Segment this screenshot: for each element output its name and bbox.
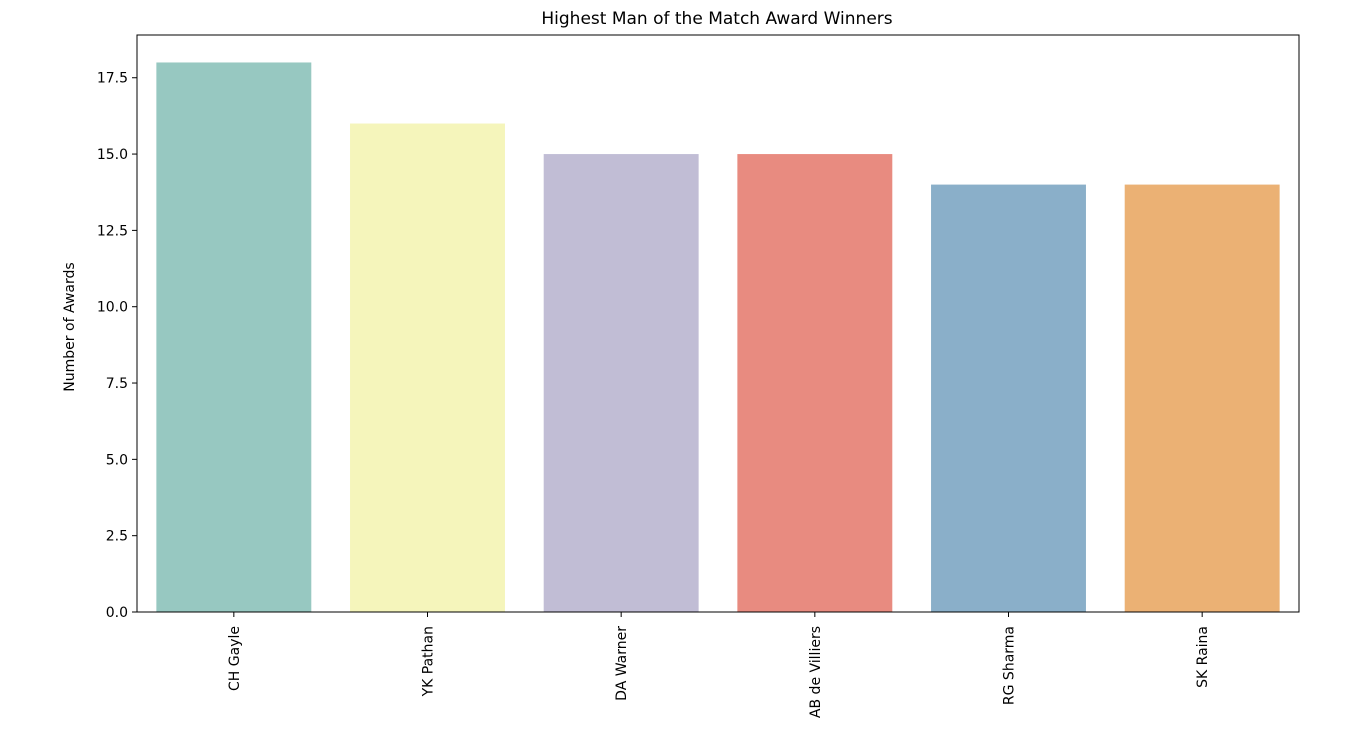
y-tick-label: 0.0 bbox=[106, 605, 128, 621]
x-axis-ticks: CH Gayle YK Pathan DA Warner AB de Villiers… bbox=[227, 612, 1211, 718]
chart-title: Highest Man of the Match Award Winners bbox=[541, 9, 892, 29]
plot-frame bbox=[136, 34, 1300, 613]
y-tick-label: 5.0 bbox=[106, 452, 128, 468]
bar-sk-raina bbox=[1124, 184, 1280, 612]
bar-rg-sharma bbox=[931, 184, 1086, 612]
bar-da-warner bbox=[543, 154, 699, 613]
bar-yk-pathan bbox=[350, 123, 505, 612]
y-tick-label: 17.5 bbox=[97, 71, 128, 87]
bar-ch-gayle bbox=[156, 62, 312, 612]
y-tick-label: 7.5 bbox=[106, 376, 128, 392]
x-tick-label: SK Raina bbox=[1195, 626, 1211, 688]
x-tick-label: YK Pathan bbox=[421, 626, 437, 697]
x-tick-label: CH Gayle bbox=[227, 626, 243, 691]
y-tick-label: 12.5 bbox=[97, 223, 128, 239]
bars-group bbox=[156, 62, 1280, 613]
bar-ab-de-villiers bbox=[737, 154, 893, 613]
y-tick-label: 15.0 bbox=[97, 147, 128, 163]
y-tick-label: 10.0 bbox=[97, 300, 128, 316]
y-tick-label: 2.5 bbox=[106, 529, 128, 545]
y-axis-ticks: 0.0 2.5 5.0 7.5 10.0 12.5 15.0 17.5 bbox=[97, 71, 137, 621]
y-axis-title: Number of Awards bbox=[62, 262, 78, 391]
x-tick-label: DA Warner bbox=[614, 626, 630, 701]
x-tick-label: RG Sharma bbox=[1002, 626, 1018, 705]
x-tick-label: AB de Villiers bbox=[808, 626, 824, 718]
